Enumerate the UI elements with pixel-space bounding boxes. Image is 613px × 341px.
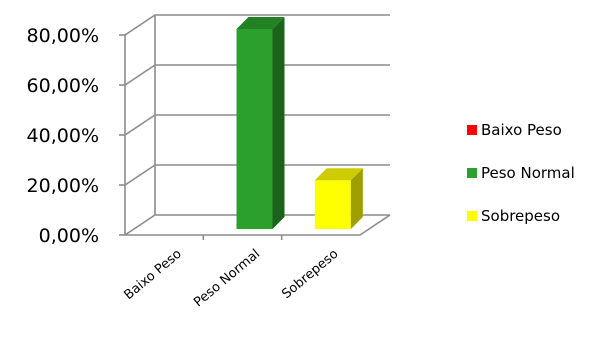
axis-layer <box>119 15 391 240</box>
legend: Baixo Peso Peso Normal Sobrepeso <box>467 121 575 225</box>
y-tick-label: 0,00% <box>39 225 99 247</box>
label-layer: 0,00% 20,00% 40,00% 60,00% 80,00% Baixo Peso P… <box>27 25 342 310</box>
bar-layer <box>236 17 363 229</box>
legend-swatch <box>467 125 477 135</box>
x-tick-label: Peso Normal <box>191 247 263 311</box>
legend-item: Sobrepeso <box>467 207 560 225</box>
legend-label: Baixo Peso <box>481 121 562 139</box>
bar-sobrepeso <box>314 168 363 229</box>
legend-item: Baixo Peso <box>467 121 562 139</box>
y-tick-label: 60,00% <box>27 75 99 97</box>
bar-peso-normal <box>236 17 285 229</box>
legend-swatch <box>467 168 477 178</box>
y-tick-label: 40,00% <box>27 125 99 147</box>
legend-swatch <box>467 211 477 221</box>
x-tick-label: Baixo Peso <box>121 247 184 304</box>
legend-item: Peso Normal <box>467 164 575 182</box>
y-tick-label: 80,00% <box>27 25 99 47</box>
legend-label: Peso Normal <box>481 164 575 182</box>
legend-label: Sobrepeso <box>481 207 560 225</box>
x-tick-label: Sobrepeso <box>279 247 341 303</box>
y-tick-label: 20,00% <box>27 175 99 197</box>
